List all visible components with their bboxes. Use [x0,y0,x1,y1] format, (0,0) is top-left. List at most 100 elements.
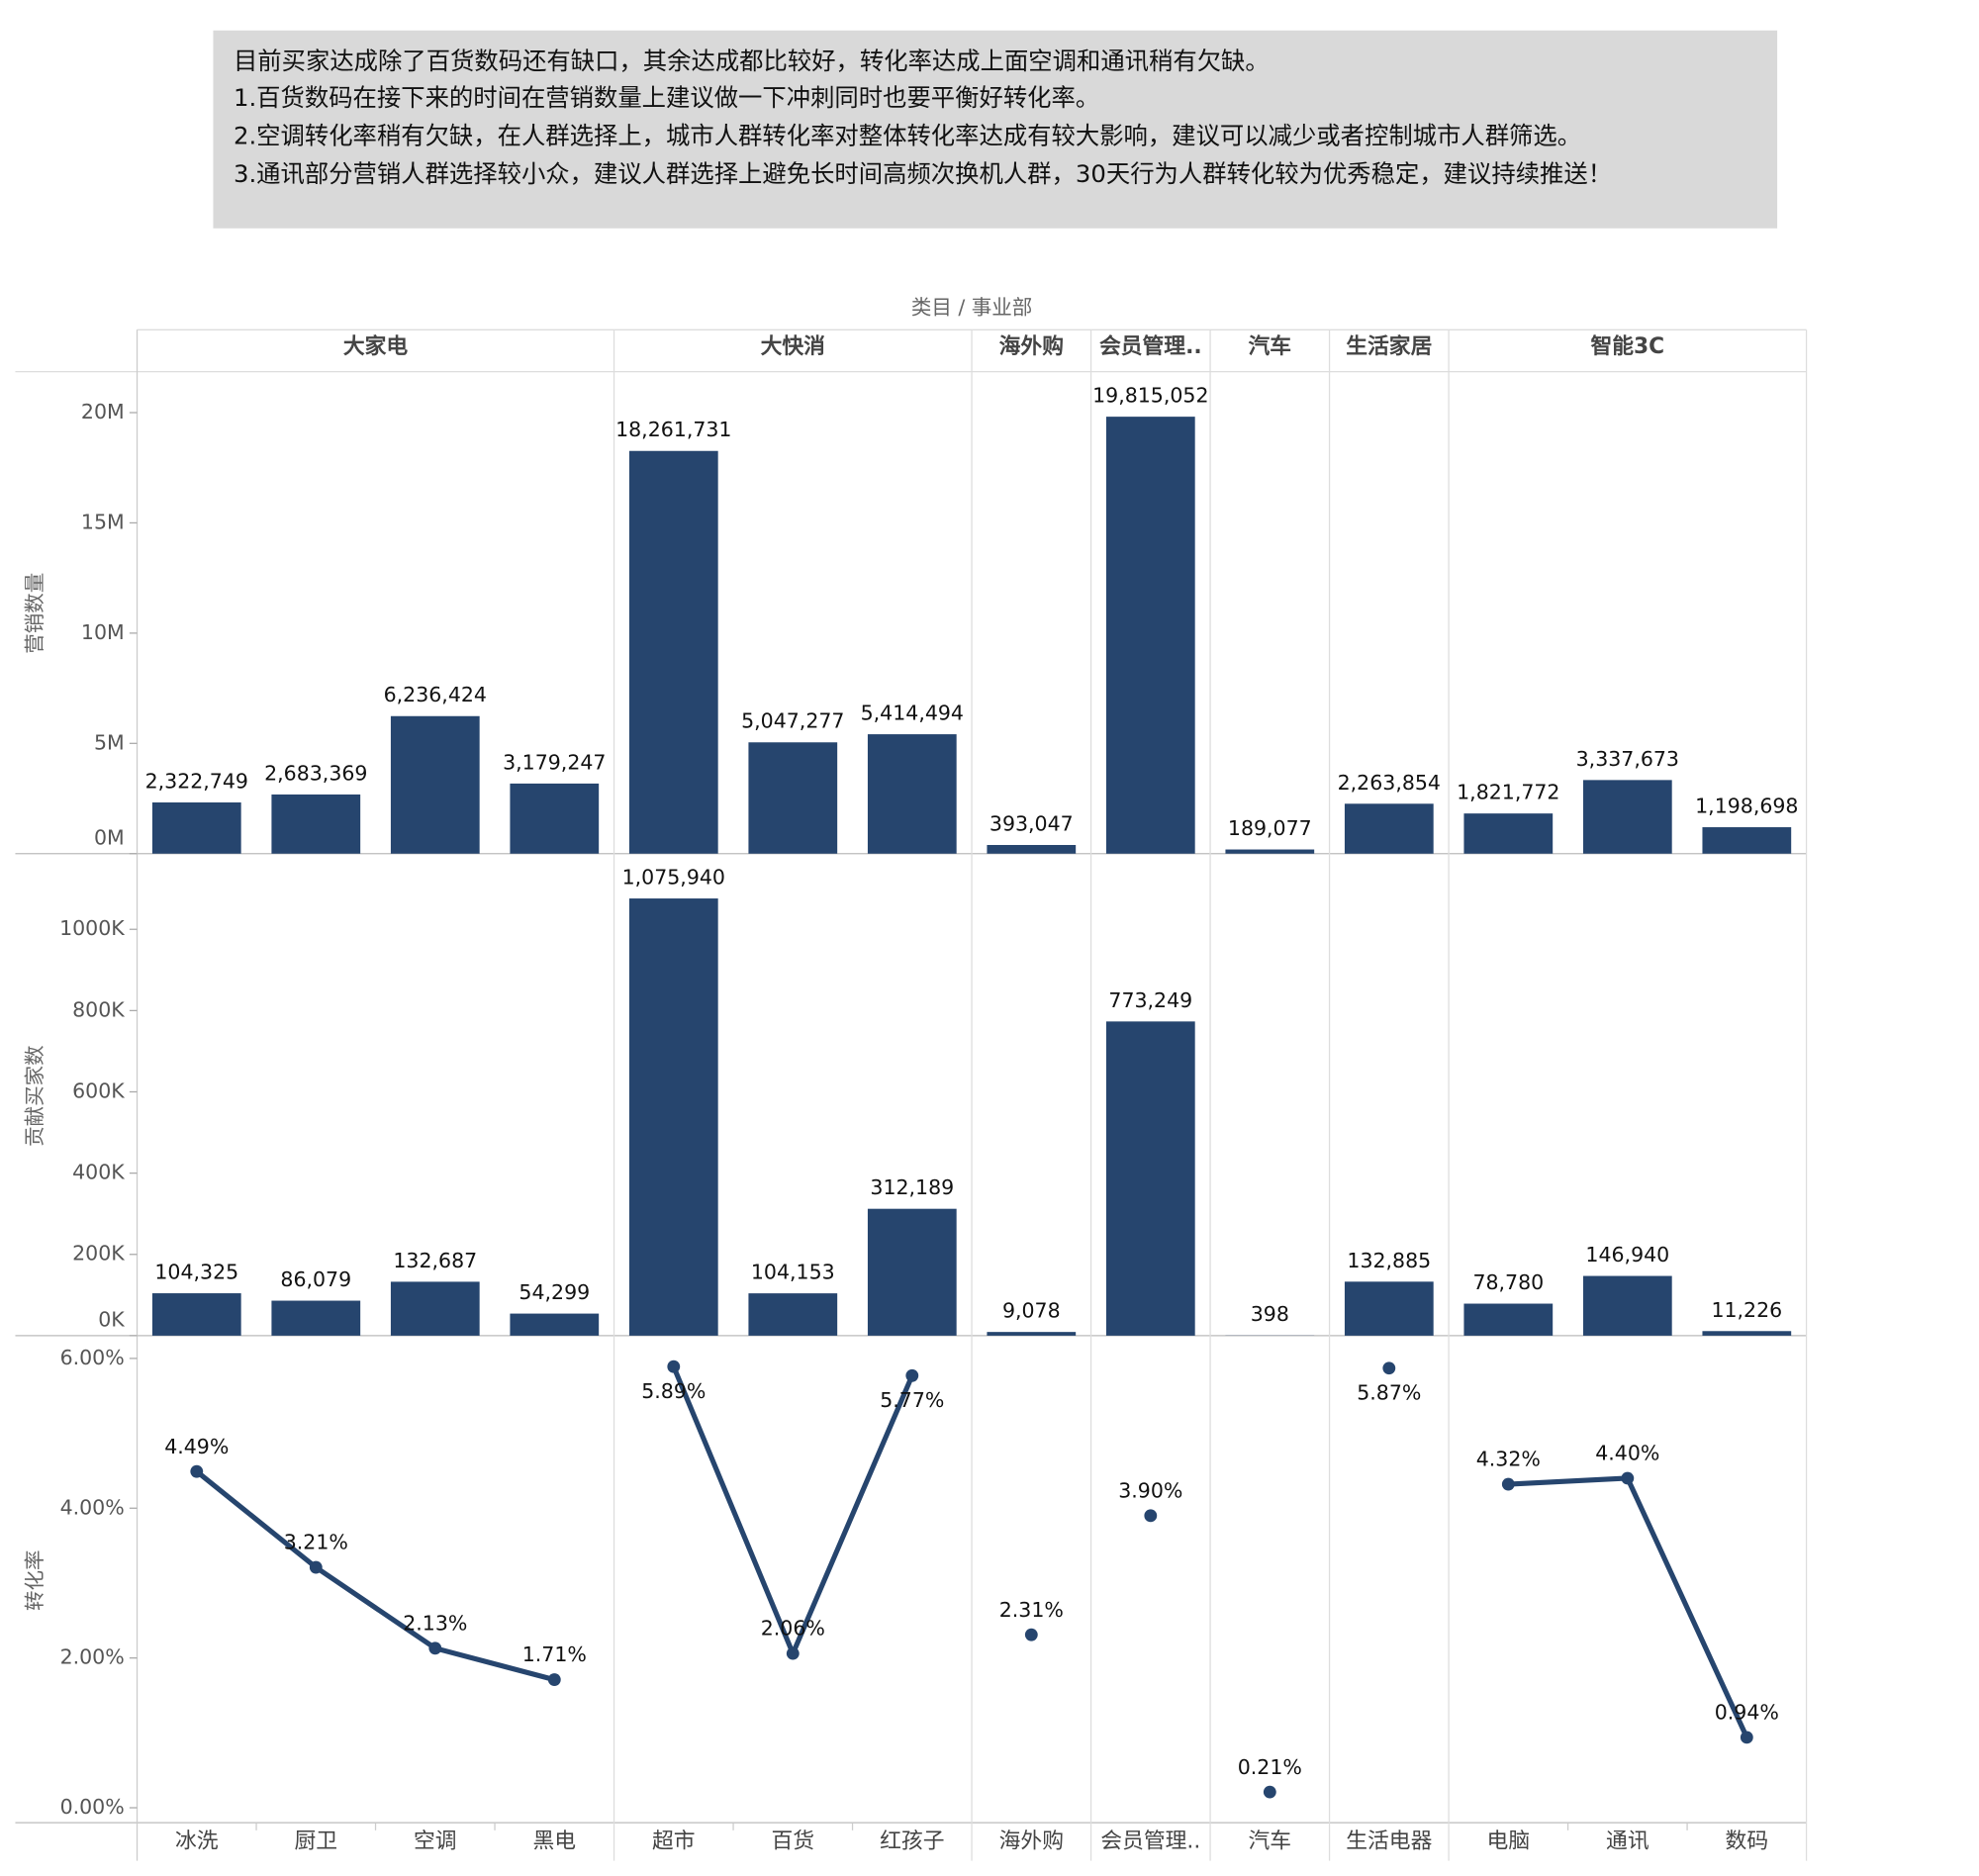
x-tick-label: 汽车 [1249,1829,1292,1853]
y-tick-label: 2.00% [60,1645,125,1669]
point [190,1464,204,1478]
data-label: 1,198,698 [1695,795,1798,818]
point [1144,1509,1158,1523]
point [786,1646,800,1660]
x-tick-label: 电脑 [1487,1829,1531,1853]
y-tick-label: 10M [81,620,125,644]
group-header: 海外购 [999,333,1064,359]
y-tick-label: 400K [72,1161,125,1184]
data-label: 5,414,494 [861,702,964,725]
data-label: 2.31% [999,1598,1064,1622]
bar [1225,849,1315,854]
x-tick-label: 通讯 [1606,1829,1649,1853]
bar [748,742,838,854]
point [547,1673,561,1687]
data-label: 773,249 [1108,988,1192,1012]
data-label: 2,263,854 [1338,771,1441,795]
bar [987,844,1077,854]
data-label: 9,078 [1002,1299,1061,1323]
y-tick-label: 15M [81,510,125,533]
bar [151,1293,241,1336]
bar [1105,417,1195,854]
bar [1702,827,1792,854]
data-label: 132,687 [393,1249,477,1272]
note-line: 3.通讯部分营销人群选择较小众，建议人群选择上避免长时间高频次换机人群，30天行… [234,159,1612,188]
bar [1344,1281,1434,1336]
bar [510,1313,600,1336]
point [905,1368,919,1382]
y-tick-label: 4.00% [60,1495,125,1519]
y-tick-label: 0K [98,1308,125,1332]
bar [271,794,361,854]
point [428,1642,442,1655]
data-label: 6,236,424 [384,683,487,706]
data-label: 3,179,247 [503,750,606,774]
data-label: 104,325 [154,1261,238,1284]
data-label: 5.77% [880,1388,944,1412]
data-label: 1,821,772 [1457,781,1559,804]
data-label: 2,683,369 [264,761,367,785]
note-box [213,30,1778,229]
data-label: 393,047 [990,811,1074,835]
x-tick-label: 冰洗 [175,1829,219,1853]
bar [628,898,718,1336]
x-tick-label: 百货 [772,1829,815,1853]
y-tick-label: 0.00% [60,1795,125,1819]
data-label: 104,153 [751,1261,835,1284]
bar [748,1293,838,1336]
data-label: 5,047,277 [741,709,844,733]
x-tick-label: 会员管理.. [1100,1829,1200,1853]
data-label: 78,780 [1472,1270,1544,1294]
x-tick-label: 生活电器 [1346,1829,1432,1853]
data-label: 146,940 [1585,1243,1669,1266]
data-label: 86,079 [280,1267,351,1291]
group-header: 大快消 [761,334,825,359]
y-tick-label: 0M [94,825,125,849]
group-header: 汽车 [1249,333,1292,359]
data-label: 189,077 [1228,816,1312,840]
bar [390,715,480,854]
point [1263,1785,1276,1799]
data-label: 2.13% [403,1611,467,1635]
data-label: 4.40% [1595,1442,1659,1465]
group-header: 智能3C [1590,333,1664,359]
bar [867,734,957,854]
note-line: 目前买家达成除了百货数码还有缺口，其余达成都比较好，转化率达成上面空调和通讯稍有… [234,47,1270,75]
y-tick-label: 200K [72,1242,125,1266]
x-tick-label: 超市 [652,1829,696,1853]
x-tick-label: 厨卫 [295,1829,338,1853]
y-tick-label: 20M [81,400,125,423]
bar [867,1208,957,1336]
bar [1463,1303,1554,1336]
bar [628,450,718,854]
column-title: 类目 / 事业部 [911,296,1032,320]
point [1501,1477,1515,1491]
bar [1582,1275,1672,1336]
note-line: 2.空调转化率稍有欠缺，在人群选择上，城市人群转化率对整体转化率达成有较大影响，… [234,121,1581,149]
bar [1702,1331,1792,1336]
bar [271,1300,361,1336]
data-label: 4.32% [1476,1448,1541,1471]
x-tick-label: 红孩子 [880,1829,944,1853]
data-label: 2,322,749 [145,769,248,793]
y-tick-label: 600K [72,1079,125,1102]
data-label: 3,337,673 [1576,747,1679,771]
y-axis-title: 转化率 [23,1550,47,1612]
group-header: 会员管理.. [1099,333,1202,359]
point [1621,1471,1635,1485]
point [309,1560,323,1574]
line [671,1365,915,1656]
data-label: 132,885 [1347,1249,1431,1272]
data-label: 0.94% [1715,1701,1779,1725]
data-label: 18,261,731 [615,418,731,441]
data-label: 312,189 [870,1175,954,1199]
group-header: 大家电 [343,333,409,359]
x-tick-label: 数码 [1726,1829,1769,1853]
x-tick-label: 空调 [414,1829,457,1853]
bar [390,1281,480,1336]
data-label: 1.71% [522,1642,587,1666]
point [1740,1731,1753,1744]
point [1024,1628,1038,1642]
bar [1344,803,1434,854]
